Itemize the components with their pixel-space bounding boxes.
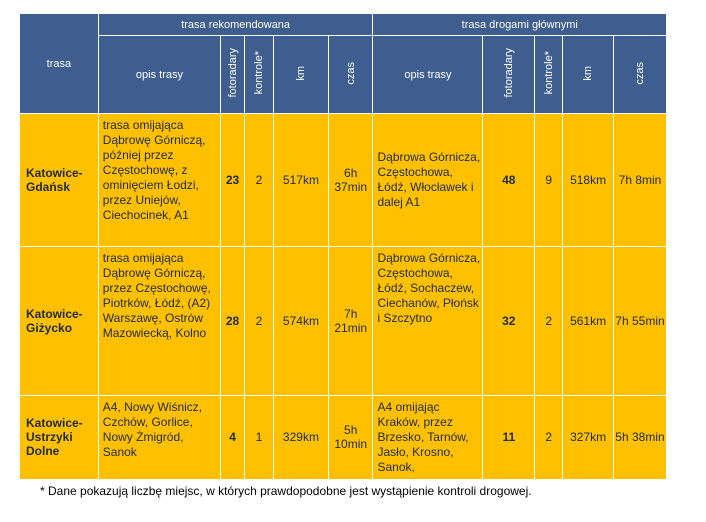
main-cameras: 11 [482,394,536,481]
rec-km-header: km [272,35,329,115]
table-row: Katowice-Gdańsk trasa omijająca Dąbrowę … [19,113,668,248]
rec-km: 517km [272,113,329,248]
rec-description: A4, Nowy Wiśnicz, Czchów, Gorlice, Nowy … [97,394,222,481]
routes-table: trasa trasa rekomendowana trasa drogami … [19,12,668,481]
main-time: 7h 8min [612,113,668,248]
rec-cameras: 4 [220,394,245,481]
main-checks-header: kontrole* [534,35,564,115]
main-cameras: 32 [482,246,536,396]
main-km-header: km [562,35,614,115]
rec-time: 5h 10min [327,394,374,481]
rec-km: 329km [272,394,329,481]
main-checks: 2 [534,246,564,396]
route-name: Katowice-Giżycko [19,246,99,396]
main-checks: 2 [534,394,564,481]
rec-time: 7h 21min [327,246,374,396]
main-description: Dąbrowa Górnicza, Częstochowa, Łódź, Soc… [372,246,484,396]
rec-checks: 2 [243,113,274,248]
main-roads-header: trasa drogami głównymi [372,12,667,37]
rec-cameras: 28 [220,246,245,396]
recommended-header: trasa rekomendowana [97,12,374,37]
table-row: Katowice-Giżycko trasa omijająca Dąbrowę… [19,246,668,396]
rec-checks-header: kontrole* [243,35,274,115]
route-name: Katowice-Gdańsk [19,113,99,248]
main-checks: 9 [534,113,564,248]
main-cameras-header: fotoradary [482,35,536,115]
main-km: 561km [562,246,614,396]
main-time: 5h 38min [612,394,668,481]
rec-checks: 1 [243,394,274,481]
route-name: Katowice-Ustrzyki Dolne [19,394,99,481]
rec-checks: 2 [243,246,274,396]
main-description: Dąbrowa Górnicza, Częstochowa, Łódź, Wło… [372,113,484,248]
rec-cameras: 23 [220,113,245,248]
rec-description-header: opis trasy [97,35,222,115]
table-row: Katowice-Ustrzyki Dolne A4, Nowy Wiśnicz… [19,394,668,481]
main-km: 518km [562,113,614,248]
main-km: 327km [562,394,614,481]
rec-time: 6h 37min [327,113,374,248]
footnote: * Dane pokazują liczbę miejsc, w których… [40,484,532,498]
main-description-header: opis trasy [372,35,484,115]
main-description: A4 omijając Kraków, przez Brzesko, Tarnó… [372,394,484,481]
rec-time-header: czas [327,35,374,115]
rec-description: trasa omijająca Dąbrowę Górniczą, późnie… [97,113,222,248]
route-header: trasa [19,12,99,115]
main-time: 7h 55min [612,246,668,396]
rec-description: trasa omijająca Dąbrowę Górniczą, przez … [97,246,222,396]
main-cameras: 48 [482,113,536,248]
main-time-header: czas [612,35,668,115]
rec-km: 574km [272,246,329,396]
rec-cameras-header: fotoradary [220,35,245,115]
